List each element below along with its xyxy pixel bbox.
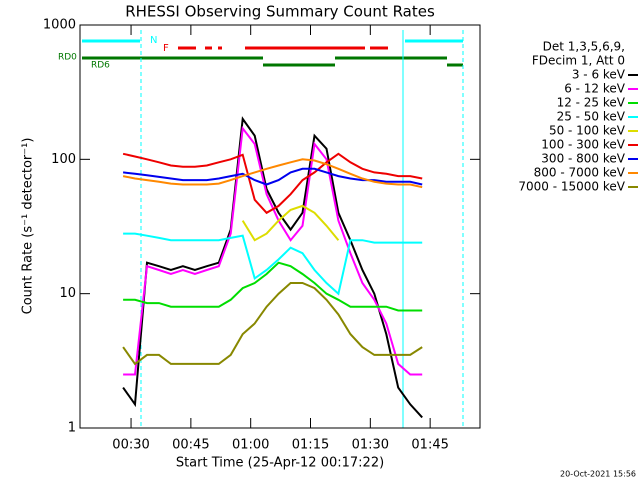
footer: 20-Oct-2021 15:56: [560, 470, 636, 479]
series-line: [123, 261, 423, 312]
x-tick-label: 01:30: [352, 438, 389, 453]
legend-label: 7000 - 15000 keV: [518, 180, 625, 194]
legend-label: 300 - 800 keV: [541, 152, 625, 166]
y-tick-label: 100: [51, 152, 76, 167]
legend-label: 800 - 7000 keV: [534, 166, 626, 180]
x-axis-label: Start Time (25-Apr-12 00:17:22): [176, 456, 384, 471]
series-line: [122, 152, 423, 215]
annotation: F: [163, 43, 169, 54]
y-tick-label: 1000: [43, 18, 76, 33]
x-tick-label: 01:45: [411, 438, 448, 453]
x-tick-label: 00:30: [112, 438, 149, 453]
series-line: [122, 116, 423, 419]
legend-label: 50 - 100 keV: [549, 124, 626, 138]
x-tick-label: 01:15: [292, 438, 329, 453]
y-axis-label: Count Rate (s⁻¹ detector⁻¹): [21, 138, 36, 315]
series-line: [122, 158, 423, 189]
legend-label: 25 - 50 keV: [557, 110, 626, 124]
y-tick-label: 10: [59, 286, 76, 301]
series-line: [122, 167, 423, 186]
x-tick-label: 01:00: [232, 438, 269, 453]
x-tick-label: 00:45: [172, 438, 209, 453]
legend-label: 100 - 300 keV: [541, 138, 625, 152]
chart-title: RHESSI Observing Summary Count Rates: [125, 3, 435, 21]
status-bars: [82, 30, 464, 428]
annotation: N: [150, 35, 157, 46]
legend-label: 6 - 12 keV: [564, 82, 626, 96]
plot-frame: [79, 24, 481, 429]
annotation: RD0: [58, 53, 77, 63]
y-tick-label: 1: [68, 421, 76, 436]
legend-header: FDecim 1, Att 0: [532, 54, 625, 68]
legend-label: 12 - 25 keV: [557, 96, 626, 110]
series-line: [123, 232, 423, 296]
series-line: [241, 204, 340, 242]
legend-header: Det 1,3,5,6,9,: [543, 40, 625, 54]
series-line: [123, 125, 423, 376]
annotation: RD6: [91, 61, 110, 71]
series-line: [122, 282, 423, 366]
legend-label: 3 - 6 keV: [572, 68, 626, 82]
